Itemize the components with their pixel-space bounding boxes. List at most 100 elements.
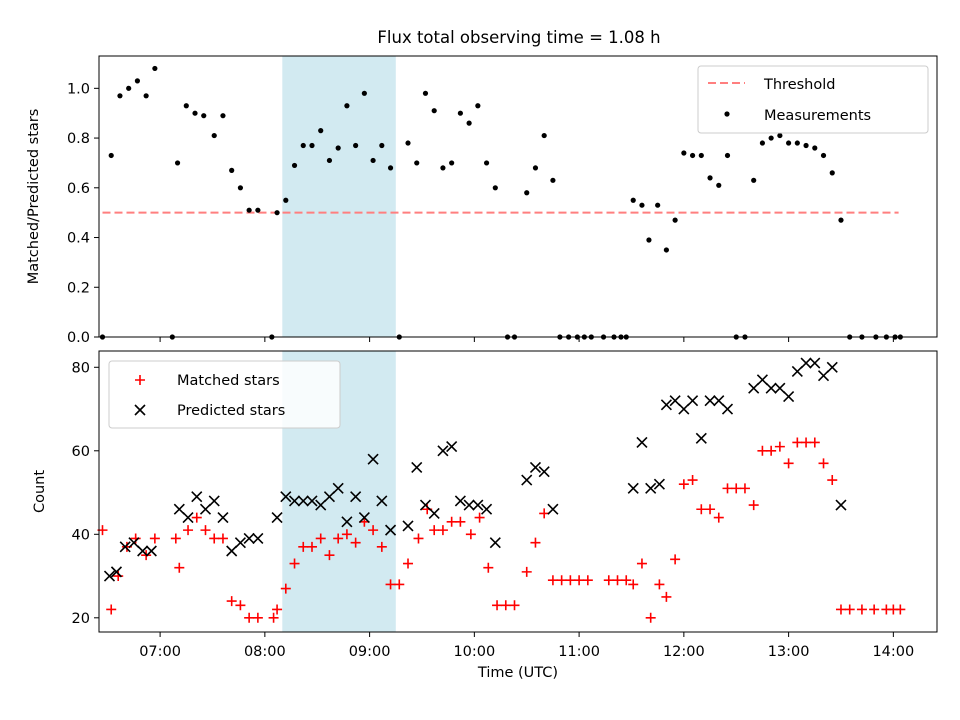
- measurement-point: [237, 185, 244, 191]
- predicted-point: [419, 499, 432, 511]
- matched-point: [678, 479, 689, 490]
- measurement-point: [646, 237, 652, 243]
- predicted-point: [402, 520, 414, 532]
- matched-point: [509, 600, 520, 611]
- matched-point: [446, 516, 457, 527]
- matched-point: [844, 604, 855, 615]
- predicted-point: [280, 491, 292, 503]
- matched-point: [774, 441, 785, 452]
- top-panel: 0.0 0.2 0.4 0.6 0.8 1.0 Matched/Predicted star…: [26, 55, 938, 346]
- matched-point: [696, 504, 707, 515]
- x-tick-label: 13:00: [768, 644, 810, 660]
- x-tick-label: 08:00: [244, 644, 286, 660]
- matched-point: [106, 604, 117, 615]
- matched-point: [856, 604, 867, 615]
- measurement-point: [300, 142, 306, 149]
- measurement-point: [475, 103, 481, 109]
- measurement-point: [440, 165, 446, 171]
- measurement-point: [492, 185, 498, 191]
- measurement-point: [532, 165, 539, 171]
- measurement-point: [541, 132, 547, 139]
- predicted-point: [350, 491, 362, 503]
- predicted-point: [208, 495, 220, 507]
- measurement-point: [309, 142, 315, 149]
- matched-point: [547, 575, 558, 586]
- legend-top: Threshold Measurements: [697, 65, 929, 134]
- legend-box: [108, 360, 341, 429]
- matched-point: [149, 533, 160, 544]
- predicted-point: [437, 445, 449, 457]
- predicted-point: [137, 545, 149, 557]
- measurement-point: [192, 110, 198, 116]
- predicted-point: [489, 537, 501, 549]
- predicted-point: [384, 524, 397, 536]
- predicted-point: [128, 537, 140, 549]
- predicted-point: [367, 453, 379, 465]
- legend-predicted-label: Predicted stars: [177, 403, 285, 419]
- matched-point: [429, 525, 440, 536]
- predicted-point: [826, 361, 838, 373]
- measurement-point: [759, 140, 766, 146]
- matched-point: [226, 596, 237, 607]
- legend-threshold-label: Threshold: [763, 77, 835, 93]
- matched-point: [687, 475, 698, 486]
- matched-point: [612, 575, 623, 586]
- measurement-point: [255, 207, 261, 213]
- legend-matched-swatch: [135, 375, 145, 385]
- matched-point: [801, 437, 812, 448]
- matched-point: [333, 533, 344, 544]
- measurement-point: [768, 135, 774, 141]
- matched-point: [170, 533, 181, 544]
- matched-point: [835, 604, 846, 615]
- matched-point: [217, 533, 228, 544]
- matched-point: [521, 566, 532, 577]
- bottom-panel: 07:00 08:00 09:00 10:00 11:00 12:00 13:00 14:00…: [32, 350, 938, 681]
- predicted-point: [481, 503, 493, 515]
- measurement-point: [524, 190, 530, 196]
- matched-point: [394, 579, 405, 590]
- measurement-point: [211, 132, 217, 139]
- measurement-point: [326, 157, 333, 164]
- matched-point: [280, 583, 291, 594]
- predicted-point: [800, 357, 812, 369]
- measurement-point: [344, 103, 350, 109]
- measurement-point: [681, 150, 687, 156]
- matched-point: [582, 575, 593, 586]
- x-tick-label: 12:00: [663, 644, 705, 660]
- predicted-point: [704, 395, 716, 407]
- y-tick-label: 0.8: [67, 131, 90, 147]
- measurement-point: [134, 78, 141, 84]
- y-axis-label: Matched/Predicted stars: [26, 109, 42, 285]
- legend-matched-label: Matched stars: [177, 373, 280, 389]
- measurement-point: [431, 108, 437, 114]
- measurement-point: [353, 142, 359, 149]
- matched-point: [368, 525, 379, 536]
- matched-point: [628, 579, 639, 590]
- y-tick-label: 0.6: [67, 181, 90, 197]
- matched-point: [235, 600, 246, 611]
- measurement-point: [672, 217, 678, 223]
- predicted-point: [774, 382, 786, 394]
- matched-point: [341, 529, 352, 540]
- matched-point: [209, 533, 220, 544]
- matched-point: [556, 575, 567, 586]
- measurement-point: [379, 142, 385, 149]
- measurement-point: [220, 113, 226, 119]
- measurement-point: [274, 210, 280, 216]
- matched-point: [705, 504, 716, 515]
- predicted-point: [119, 541, 131, 553]
- matched-point: [636, 558, 647, 569]
- matched-point: [324, 550, 335, 561]
- measurement-point: [550, 177, 556, 183]
- plot-frame: [98, 55, 938, 338]
- x-axis-label: Time (UTC): [477, 665, 558, 681]
- matched-point: [757, 445, 768, 456]
- x-tick-label: 11:00: [558, 644, 600, 660]
- predicted-point: [463, 499, 475, 511]
- predicted-point: [748, 382, 760, 394]
- predicted-point: [234, 537, 246, 549]
- matched-point: [783, 458, 794, 469]
- matched-point: [713, 512, 724, 523]
- matched-point: [574, 575, 585, 586]
- matched-point: [174, 562, 185, 573]
